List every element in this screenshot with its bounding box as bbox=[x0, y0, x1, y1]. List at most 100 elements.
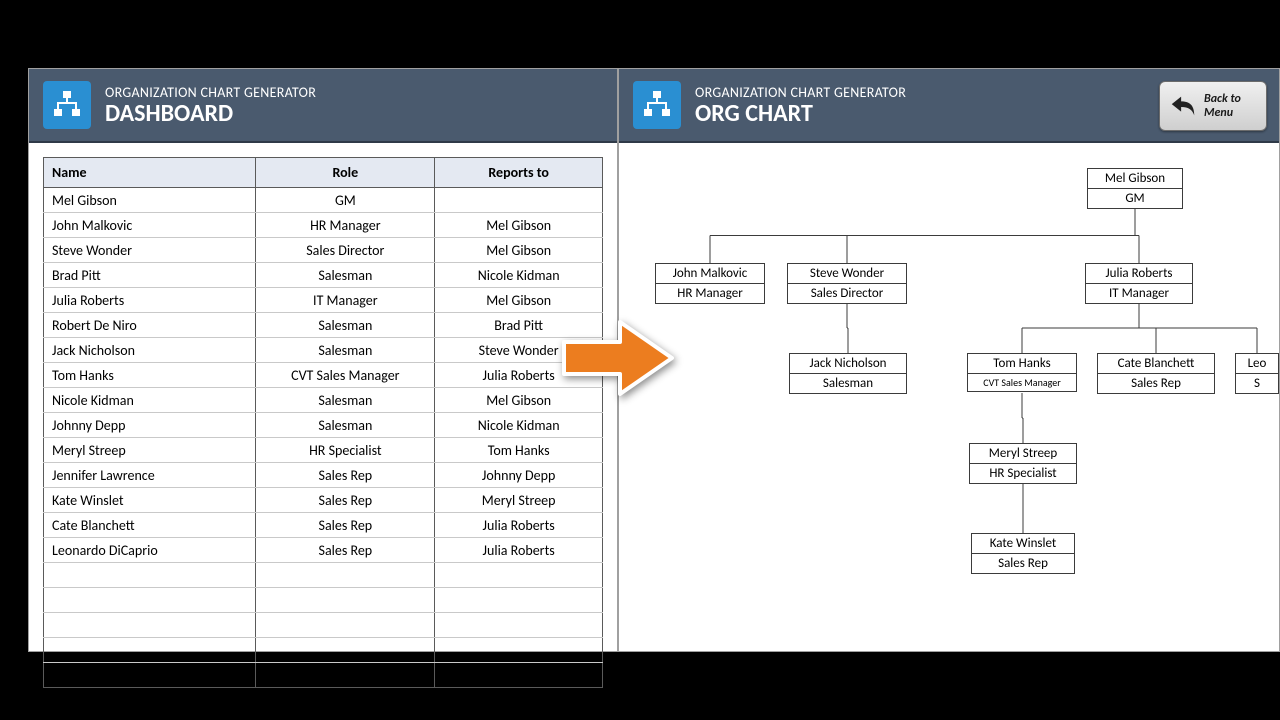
org-node-name: Kate Winslet bbox=[972, 534, 1074, 554]
orgchart-panel: ORGANIZATION CHART GENERATOR ORG CHART B… bbox=[618, 68, 1280, 652]
table-cell: Nicole Kidman bbox=[435, 413, 603, 438]
table-cell: Salesman bbox=[256, 388, 435, 413]
table-row[interactable]: Brad PittSalesmanNicole Kidman bbox=[44, 263, 603, 288]
dashboard-title: DASHBOARD bbox=[105, 101, 316, 126]
employee-table: Name Role Reports to Mel GibsonGMJohn Ma… bbox=[43, 157, 603, 688]
orgchart-header: ORGANIZATION CHART GENERATOR ORG CHART B… bbox=[619, 69, 1279, 143]
org-node-role: IT Manager bbox=[1086, 284, 1192, 303]
table-cell bbox=[256, 563, 435, 588]
org-node[interactable]: Cate BlanchettSales Rep bbox=[1097, 353, 1215, 394]
org-node[interactable]: Jack NicholsonSalesman bbox=[789, 353, 907, 394]
org-node[interactable]: Mel GibsonGM bbox=[1087, 168, 1183, 209]
table-cell: Salesman bbox=[256, 338, 435, 363]
table-cell: Sales Director bbox=[256, 238, 435, 263]
table-row[interactable]: Robert De NiroSalesmanBrad Pitt bbox=[44, 313, 603, 338]
table-cell: Nicole Kidman bbox=[435, 263, 603, 288]
table-row[interactable]: Steve WonderSales DirectorMel Gibson bbox=[44, 238, 603, 263]
table-row[interactable]: Meryl StreepHR SpecialistTom Hanks bbox=[44, 438, 603, 463]
org-node[interactable]: John MalkovicHR Manager bbox=[655, 263, 765, 304]
table-cell: Steve Wonder bbox=[44, 238, 256, 263]
table-row[interactable]: Johnny DeppSalesmanNicole Kidman bbox=[44, 413, 603, 438]
table-cell: Robert De Niro bbox=[44, 313, 256, 338]
table-cell: Cate Blanchett bbox=[44, 513, 256, 538]
table-cell: HR Specialist bbox=[256, 438, 435, 463]
table-cell: Salesman bbox=[256, 263, 435, 288]
table-cell: Meryl Streep bbox=[435, 488, 603, 513]
dashboard-header: ORGANIZATION CHART GENERATOR DASHBOARD bbox=[29, 69, 617, 143]
table-cell: Julia Roberts bbox=[44, 288, 256, 313]
org-node[interactable]: Meryl StreepHR Specialist bbox=[969, 443, 1077, 484]
table-cell: Leonardo DiCaprio bbox=[44, 538, 256, 563]
table-row[interactable] bbox=[44, 638, 603, 663]
table-cell: Johnny Depp bbox=[44, 413, 256, 438]
org-node[interactable]: LeoS bbox=[1235, 353, 1279, 394]
table-row[interactable] bbox=[44, 663, 603, 688]
table-cell: IT Manager bbox=[256, 288, 435, 313]
table-cell bbox=[44, 588, 256, 613]
table-cell: Jack Nicholson bbox=[44, 338, 256, 363]
org-node-role: CVT Sales Manager bbox=[968, 374, 1076, 391]
table-cell: Julia Roberts bbox=[435, 513, 603, 538]
table-row[interactable]: Nicole KidmanSalesmanMel Gibson bbox=[44, 388, 603, 413]
org-node-name: Julia Roberts bbox=[1086, 264, 1192, 284]
table-row[interactable]: Kate WinsletSales RepMeryl Streep bbox=[44, 488, 603, 513]
table-cell: Meryl Streep bbox=[44, 438, 256, 463]
org-node-role: Salesman bbox=[790, 374, 906, 393]
table-cell bbox=[256, 588, 435, 613]
org-node-role: HR Manager bbox=[656, 284, 764, 303]
org-node-role: S bbox=[1236, 374, 1278, 393]
table-cell bbox=[256, 613, 435, 638]
stage: ORGANIZATION CHART GENERATOR DASHBOARD N… bbox=[0, 0, 1280, 720]
dashboard-body: Name Role Reports to Mel GibsonGMJohn Ma… bbox=[29, 143, 617, 688]
org-node[interactable]: Julia RobertsIT Manager bbox=[1085, 263, 1193, 304]
table-cell: Tom Hanks bbox=[435, 438, 603, 463]
org-chart-canvas: Mel GibsonGM John MalkovicHR Manager Steve… bbox=[619, 143, 1279, 652]
back-btn-line1: Back to bbox=[1204, 92, 1241, 106]
org-chart-icon bbox=[633, 81, 681, 129]
table-cell: Jennifer Lawrence bbox=[44, 463, 256, 488]
table-row[interactable]: Julia RobertsIT ManagerMel Gibson bbox=[44, 288, 603, 313]
table-cell bbox=[435, 588, 603, 613]
table-row[interactable]: Leonardo DiCaprioSales RepJulia Roberts bbox=[44, 538, 603, 563]
table-cell: John Malkovic bbox=[44, 213, 256, 238]
org-node-name: Cate Blanchett bbox=[1098, 354, 1214, 374]
table-row[interactable] bbox=[44, 563, 603, 588]
table-cell bbox=[256, 638, 435, 663]
org-node-name: Steve Wonder bbox=[788, 264, 906, 284]
table-cell: Mel Gibson bbox=[435, 288, 603, 313]
table-row[interactable]: Cate BlanchettSales RepJulia Roberts bbox=[44, 513, 603, 538]
org-node-name: Leo bbox=[1236, 354, 1278, 374]
table-cell bbox=[256, 663, 435, 688]
table-cell: Johnny Depp bbox=[435, 463, 603, 488]
table-cell bbox=[435, 563, 603, 588]
org-node-name: Meryl Streep bbox=[970, 444, 1076, 464]
col-role: Role bbox=[256, 158, 435, 188]
table-cell: GM bbox=[256, 188, 435, 213]
table-cell: Mel Gibson bbox=[435, 238, 603, 263]
table-cell: Nicole Kidman bbox=[44, 388, 256, 413]
org-node[interactable]: Kate WinsletSales Rep bbox=[971, 533, 1075, 574]
table-row[interactable] bbox=[44, 588, 603, 613]
table-cell bbox=[44, 663, 256, 688]
table-row[interactable]: Jack NicholsonSalesmanSteve Wonder bbox=[44, 338, 603, 363]
org-node[interactable]: Steve WonderSales Director bbox=[787, 263, 907, 304]
table-row[interactable] bbox=[44, 613, 603, 638]
org-node-role: GM bbox=[1088, 189, 1182, 208]
table-cell: Kate Winslet bbox=[44, 488, 256, 513]
org-node-name: Tom Hanks bbox=[968, 354, 1076, 374]
table-cell: Sales Rep bbox=[256, 538, 435, 563]
table-cell: Brad Pitt bbox=[44, 263, 256, 288]
org-chart-icon bbox=[43, 81, 91, 129]
table-cell: Salesman bbox=[256, 413, 435, 438]
table-cell bbox=[435, 188, 603, 213]
table-row[interactable]: John MalkovicHR ManagerMel Gibson bbox=[44, 213, 603, 238]
table-cell: Mel Gibson bbox=[44, 188, 256, 213]
org-node-role: Sales Rep bbox=[1098, 374, 1214, 393]
table-cell: Sales Rep bbox=[256, 488, 435, 513]
table-row[interactable]: Tom HanksCVT Sales ManagerJulia Roberts bbox=[44, 363, 603, 388]
table-row[interactable]: Mel GibsonGM bbox=[44, 188, 603, 213]
table-cell bbox=[435, 638, 603, 663]
back-to-menu-button[interactable]: Back to Menu bbox=[1159, 81, 1267, 131]
table-row[interactable]: Jennifer LawrenceSales RepJohnny Depp bbox=[44, 463, 603, 488]
org-node[interactable]: Tom HanksCVT Sales Manager bbox=[967, 353, 1077, 392]
